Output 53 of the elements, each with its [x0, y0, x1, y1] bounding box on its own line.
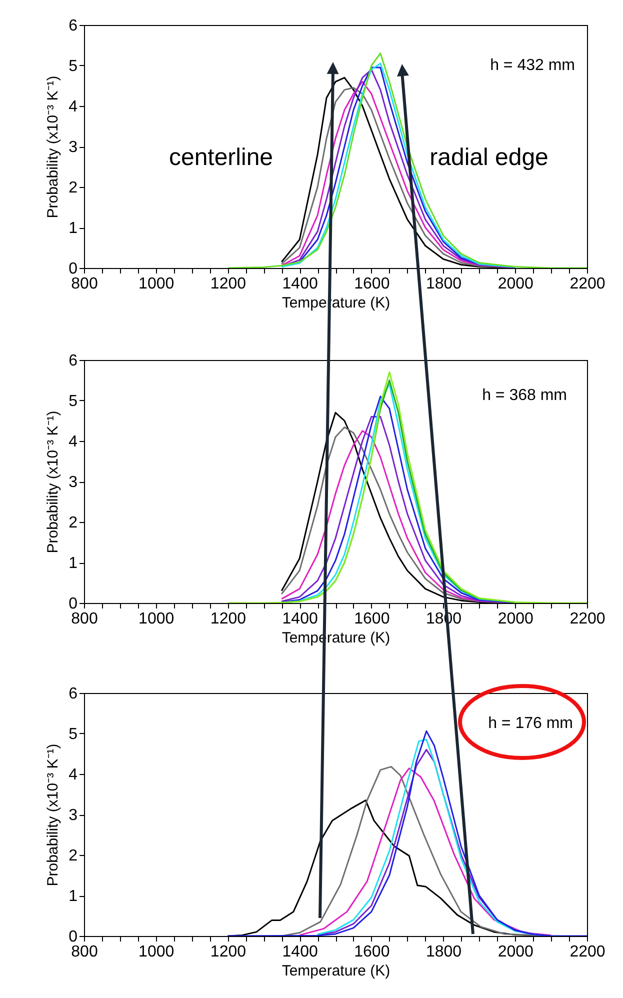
x-tick-label: 2200 — [570, 610, 606, 628]
y-tick-label: 3 — [68, 474, 78, 491]
annotation: h = 176 mm — [488, 715, 573, 732]
y-tick-label: 1 — [68, 220, 78, 237]
annotation: radial edge — [430, 144, 548, 171]
x-tick-label: 1800 — [426, 944, 462, 960]
x-tick-label: 800 — [71, 944, 98, 960]
x-tick-label: 2200 — [570, 276, 606, 292]
y-tick-label: 1 — [68, 555, 78, 572]
y-tick-label: 2 — [68, 514, 78, 532]
x-tick-label: 1000 — [138, 944, 174, 960]
x-tick-label: 2000 — [498, 276, 534, 292]
y-tick-label: 5 — [68, 58, 78, 75]
x-tick-label: 1000 — [138, 276, 174, 292]
y-tick-label: 4 — [68, 98, 78, 116]
x-tick-label: 1600 — [354, 276, 390, 292]
x-tick-label: 1200 — [210, 944, 246, 960]
y-tick-label: 4 — [68, 434, 78, 450]
x-tick-label: 800 — [71, 610, 98, 628]
x-tick-label: 1200 — [210, 610, 246, 628]
y-axis-title: Probability (x10⁻³ K⁻¹) — [44, 744, 62, 886]
x-tick-label: 800 — [71, 276, 98, 292]
y-tick-label: 6 — [68, 686, 78, 702]
y-tick-label: 0 — [68, 260, 78, 278]
y-tick-label: 3 — [68, 807, 78, 824]
x-tick-label: 2000 — [498, 610, 534, 628]
x-tick-label: 1400 — [282, 944, 318, 960]
x-tick-label: 1600 — [354, 944, 390, 960]
x-tick-label: 2000 — [498, 944, 534, 960]
y-axis-title: Probability (x10⁻³ K⁻¹) — [44, 76, 62, 218]
y-tick-label: 4 — [68, 766, 78, 784]
annotation: h = 432 mm — [490, 57, 575, 74]
x-tick-label: 1400 — [282, 276, 318, 292]
x-tick-label: 1800 — [426, 276, 462, 292]
x-tick-label: 2200 — [570, 944, 606, 960]
x-axis-title: Temperature (K) — [282, 962, 390, 980]
annotation: centerline — [168, 144, 274, 171]
annotation: h = 368 mm — [482, 387, 567, 404]
y-tick-label: 5 — [68, 726, 78, 743]
y-tick-label: 2 — [68, 848, 78, 864]
x-tick-label: 1200 — [210, 276, 246, 292]
y-tick-label: 3 — [68, 139, 78, 156]
x-tick-label: 1600 — [354, 610, 390, 628]
y-tick-label: 0 — [68, 928, 78, 946]
y-tick-label: 6 — [68, 18, 78, 34]
x-tick-label: 1400 — [282, 610, 318, 628]
y-tick-label: 5 — [68, 393, 78, 410]
y-tick-label: 6 — [68, 352, 78, 370]
y-tick-label: 1 — [68, 888, 78, 905]
y-axis-title: Probability (x10⁻³ K⁻¹) — [44, 410, 62, 554]
y-tick-label: 0 — [68, 596, 78, 612]
y-tick-label: 2 — [68, 180, 78, 196]
x-tick-label: 1000 — [138, 610, 174, 628]
